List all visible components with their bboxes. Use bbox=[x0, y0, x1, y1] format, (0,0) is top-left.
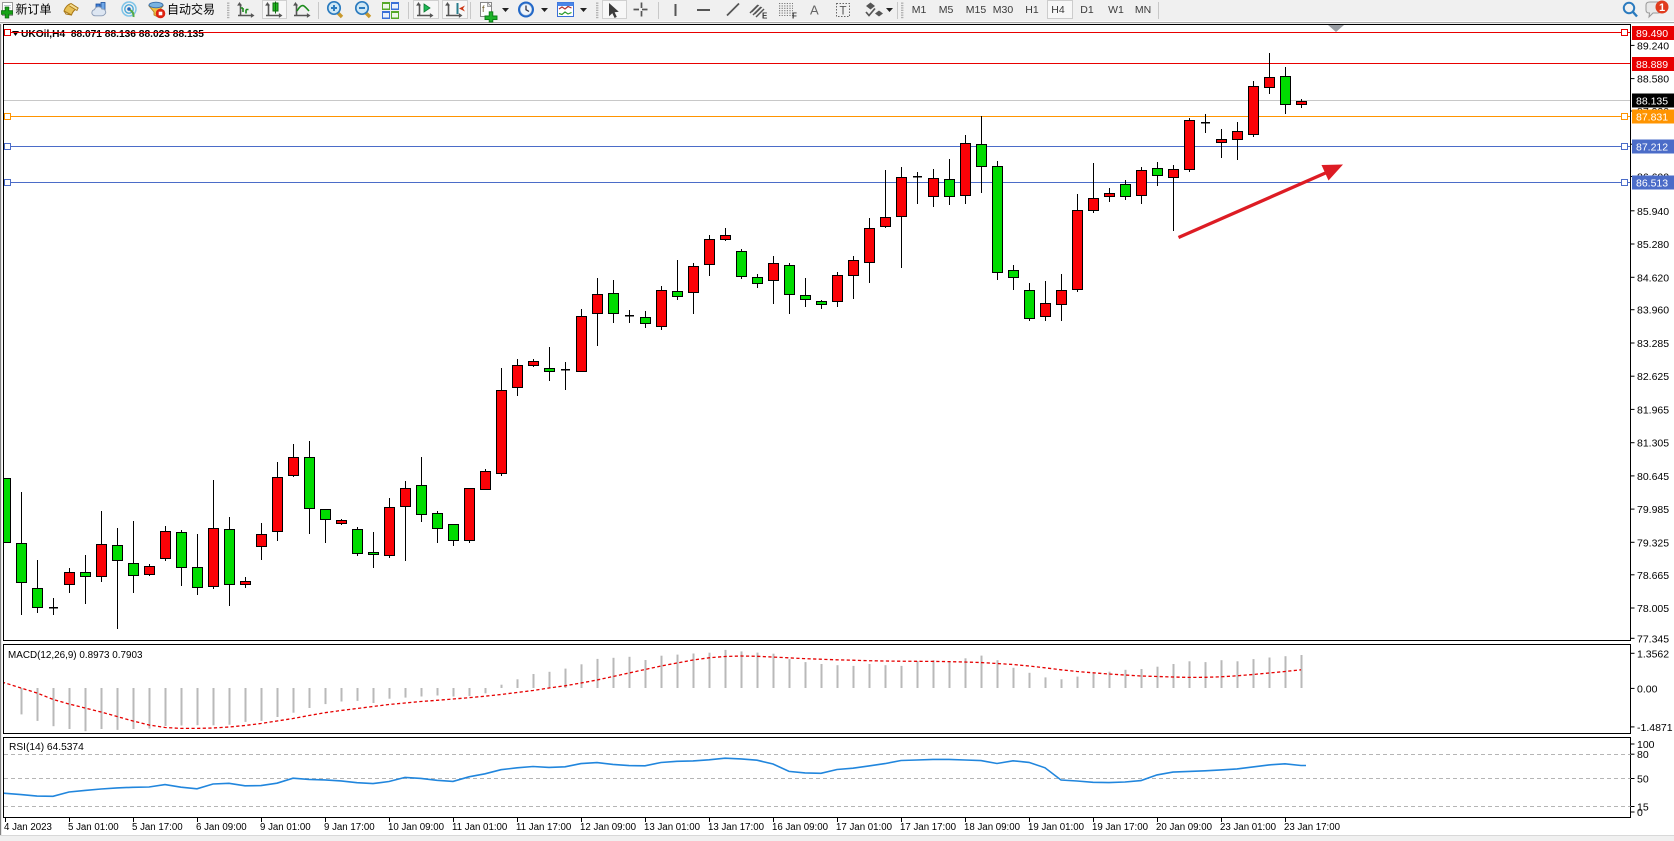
svg-text:81.305: 81.305 bbox=[1637, 438, 1669, 450]
svg-text:87.831: 87.831 bbox=[1636, 112, 1668, 124]
svg-text:D1: D1 bbox=[1080, 4, 1094, 16]
svg-text:80: 80 bbox=[1637, 749, 1649, 761]
svg-text:F: F bbox=[792, 12, 797, 21]
svg-text:M1: M1 bbox=[912, 4, 927, 16]
svg-text:89.490: 89.490 bbox=[1636, 28, 1668, 40]
svg-text:E: E bbox=[762, 12, 768, 21]
svg-text:5 Jan 01:00: 5 Jan 01:00 bbox=[68, 822, 119, 833]
svg-text:0: 0 bbox=[1637, 807, 1643, 819]
svg-text:4 Jan 2023: 4 Jan 2023 bbox=[4, 822, 52, 833]
svg-text:23 Jan 01:00: 23 Jan 01:00 bbox=[1220, 822, 1277, 833]
svg-text:85.280: 85.280 bbox=[1637, 239, 1669, 251]
svg-text:89.240: 89.240 bbox=[1637, 40, 1669, 52]
svg-text:MN: MN bbox=[1135, 4, 1151, 16]
svg-text:80.645: 80.645 bbox=[1637, 471, 1669, 483]
svg-text:自动交易: 自动交易 bbox=[167, 2, 215, 17]
svg-text:13 Jan 17:00: 13 Jan 17:00 bbox=[708, 822, 765, 833]
svg-text:新订单: 新订单 bbox=[16, 2, 52, 17]
svg-text:11 Jan 01:00: 11 Jan 01:00 bbox=[452, 822, 508, 833]
svg-text:11 Jan 17:00: 11 Jan 17:00 bbox=[516, 822, 572, 833]
svg-text:UKOil,H4 88.071 88.136 88.023: UKOil,H4 88.071 88.136 88.023 88.135 bbox=[21, 29, 204, 40]
svg-text:H4: H4 bbox=[1051, 4, 1065, 16]
svg-text:1: 1 bbox=[1659, 2, 1665, 14]
svg-text:6 Jan 09:00: 6 Jan 09:00 bbox=[196, 822, 247, 833]
svg-text:19 Jan 17:00: 19 Jan 17:00 bbox=[1092, 822, 1149, 833]
svg-text:88.135: 88.135 bbox=[1636, 96, 1668, 108]
svg-text:85.940: 85.940 bbox=[1637, 206, 1669, 218]
svg-text:79.325: 79.325 bbox=[1637, 537, 1669, 549]
svg-text:f: f bbox=[482, 4, 485, 14]
svg-text:MACD(12,26,9) 0.8973 0.7903: MACD(12,26,9) 0.8973 0.7903 bbox=[8, 650, 143, 661]
svg-text:15: 15 bbox=[1637, 802, 1649, 814]
svg-text:T: T bbox=[840, 6, 847, 18]
svg-text:-1.4871: -1.4871 bbox=[1637, 722, 1673, 734]
svg-text:1.3562: 1.3562 bbox=[1637, 648, 1669, 660]
svg-text:78.665: 78.665 bbox=[1637, 570, 1669, 582]
svg-text:88.889: 88.889 bbox=[1636, 59, 1668, 71]
svg-text:83.285: 83.285 bbox=[1637, 338, 1669, 350]
svg-text:M5: M5 bbox=[939, 4, 954, 16]
svg-text:M15: M15 bbox=[966, 4, 987, 16]
svg-text:12 Jan 09:00: 12 Jan 09:00 bbox=[580, 822, 637, 833]
svg-text:77.345: 77.345 bbox=[1637, 633, 1669, 645]
svg-text:19 Jan 01:00: 19 Jan 01:00 bbox=[1028, 822, 1085, 833]
svg-text:87.212: 87.212 bbox=[1636, 142, 1668, 154]
svg-text:9 Jan 17:00: 9 Jan 17:00 bbox=[324, 822, 375, 833]
svg-text:0.00: 0.00 bbox=[1637, 683, 1658, 695]
svg-text:M30: M30 bbox=[993, 4, 1014, 16]
svg-text:18 Jan 09:00: 18 Jan 09:00 bbox=[964, 822, 1021, 833]
svg-text:88.580: 88.580 bbox=[1637, 74, 1669, 86]
svg-text:82.625: 82.625 bbox=[1637, 371, 1669, 383]
svg-text:13 Jan 01:00: 13 Jan 01:00 bbox=[644, 822, 701, 833]
svg-text:23 Jan 17:00: 23 Jan 17:00 bbox=[1284, 822, 1341, 833]
svg-text:78.005: 78.005 bbox=[1637, 603, 1669, 615]
svg-text:5 Jan 17:00: 5 Jan 17:00 bbox=[132, 822, 183, 833]
svg-text:100: 100 bbox=[1637, 739, 1655, 751]
svg-text:50: 50 bbox=[1637, 774, 1649, 786]
svg-text:16 Jan 09:00: 16 Jan 09:00 bbox=[772, 822, 829, 833]
svg-text:H1: H1 bbox=[1025, 4, 1039, 16]
svg-text:9 Jan 01:00: 9 Jan 01:00 bbox=[260, 822, 311, 833]
svg-text:86.513: 86.513 bbox=[1636, 178, 1668, 190]
svg-text:79.985: 79.985 bbox=[1637, 504, 1669, 516]
svg-text:RSI(14) 64.5374: RSI(14) 64.5374 bbox=[9, 742, 84, 753]
svg-text:84.620: 84.620 bbox=[1637, 272, 1669, 284]
svg-text:83.960: 83.960 bbox=[1637, 305, 1669, 317]
svg-text:17 Jan 01:00: 17 Jan 01:00 bbox=[836, 822, 893, 833]
svg-text:W1: W1 bbox=[1108, 4, 1124, 16]
svg-text:A: A bbox=[810, 3, 819, 18]
svg-text:20 Jan 09:00: 20 Jan 09:00 bbox=[1156, 822, 1213, 833]
svg-text:10 Jan 09:00: 10 Jan 09:00 bbox=[388, 822, 445, 833]
svg-text:17 Jan 17:00: 17 Jan 17:00 bbox=[900, 822, 957, 833]
svg-text:81.965: 81.965 bbox=[1637, 404, 1669, 416]
